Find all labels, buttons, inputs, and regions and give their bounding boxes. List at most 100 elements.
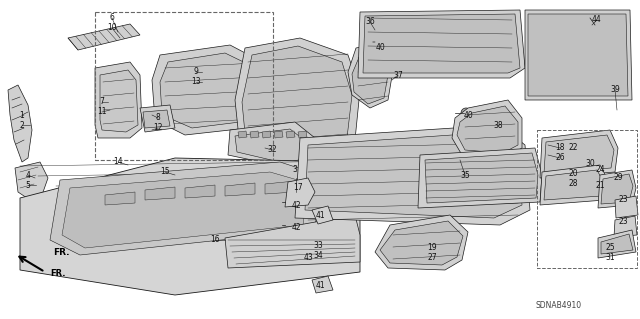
Text: 39: 39 bbox=[610, 85, 620, 94]
Text: 19: 19 bbox=[427, 243, 437, 253]
Polygon shape bbox=[95, 62, 142, 138]
Text: SDNAB4910: SDNAB4910 bbox=[535, 301, 581, 310]
Polygon shape bbox=[348, 42, 395, 108]
Polygon shape bbox=[528, 14, 628, 96]
Text: 3: 3 bbox=[292, 166, 298, 174]
Polygon shape bbox=[452, 100, 522, 158]
Text: 22: 22 bbox=[568, 144, 578, 152]
Text: 21: 21 bbox=[595, 181, 605, 189]
Polygon shape bbox=[295, 125, 530, 225]
Polygon shape bbox=[457, 106, 518, 153]
Text: 37: 37 bbox=[393, 70, 403, 79]
Circle shape bbox=[461, 108, 471, 118]
Circle shape bbox=[545, 50, 565, 70]
Polygon shape bbox=[152, 45, 272, 135]
Text: 4: 4 bbox=[26, 170, 31, 180]
Circle shape bbox=[593, 11, 601, 19]
Text: 6: 6 bbox=[109, 13, 115, 23]
Text: 18: 18 bbox=[556, 144, 564, 152]
Text: 27: 27 bbox=[427, 254, 437, 263]
Polygon shape bbox=[615, 196, 638, 218]
Text: 13: 13 bbox=[191, 78, 201, 86]
Circle shape bbox=[373, 37, 383, 47]
Text: 31: 31 bbox=[605, 254, 615, 263]
Text: 42: 42 bbox=[291, 201, 301, 210]
Polygon shape bbox=[525, 10, 632, 100]
Text: 14: 14 bbox=[113, 158, 123, 167]
Polygon shape bbox=[285, 178, 315, 207]
Text: 16: 16 bbox=[210, 235, 220, 244]
Bar bbox=[537, 130, 637, 268]
Polygon shape bbox=[235, 129, 308, 163]
Circle shape bbox=[285, 220, 295, 230]
Polygon shape bbox=[225, 215, 360, 268]
Polygon shape bbox=[20, 158, 360, 295]
Circle shape bbox=[414, 24, 426, 36]
Text: FR.: FR. bbox=[50, 270, 65, 278]
Polygon shape bbox=[250, 131, 259, 138]
Polygon shape bbox=[238, 131, 247, 138]
Text: 40: 40 bbox=[375, 43, 385, 53]
Text: 9: 9 bbox=[193, 68, 198, 77]
Circle shape bbox=[308, 239, 316, 247]
Polygon shape bbox=[358, 10, 525, 78]
Polygon shape bbox=[540, 130, 618, 178]
Text: 1: 1 bbox=[20, 110, 24, 120]
Polygon shape bbox=[143, 110, 170, 128]
Polygon shape bbox=[352, 50, 390, 104]
Text: 29: 29 bbox=[613, 174, 623, 182]
Text: FR.: FR. bbox=[53, 248, 70, 257]
Circle shape bbox=[285, 197, 295, 207]
Circle shape bbox=[570, 20, 590, 40]
Text: 10: 10 bbox=[107, 24, 117, 33]
Text: 11: 11 bbox=[97, 108, 107, 116]
Polygon shape bbox=[544, 135, 614, 173]
Text: 23: 23 bbox=[618, 218, 628, 226]
Circle shape bbox=[387, 27, 403, 43]
Text: 20: 20 bbox=[568, 168, 578, 177]
Text: 30: 30 bbox=[585, 159, 595, 167]
Polygon shape bbox=[145, 187, 175, 200]
Polygon shape bbox=[425, 153, 538, 203]
Polygon shape bbox=[418, 148, 542, 208]
Polygon shape bbox=[262, 131, 271, 138]
Text: 17: 17 bbox=[293, 183, 303, 192]
Circle shape bbox=[437, 24, 453, 40]
Polygon shape bbox=[242, 46, 352, 156]
Text: 7: 7 bbox=[100, 98, 104, 107]
Polygon shape bbox=[15, 162, 48, 200]
Circle shape bbox=[577, 57, 593, 73]
Text: 34: 34 bbox=[313, 250, 323, 259]
Text: 2: 2 bbox=[20, 121, 24, 130]
Circle shape bbox=[547, 27, 563, 43]
Polygon shape bbox=[274, 131, 283, 138]
Polygon shape bbox=[50, 162, 320, 255]
Polygon shape bbox=[105, 192, 135, 205]
Polygon shape bbox=[225, 183, 255, 196]
Text: 38: 38 bbox=[493, 121, 503, 130]
Polygon shape bbox=[312, 206, 333, 224]
Text: 40: 40 bbox=[463, 110, 473, 120]
Polygon shape bbox=[160, 53, 264, 128]
Text: 36: 36 bbox=[365, 18, 375, 26]
Polygon shape bbox=[228, 122, 315, 168]
Text: 28: 28 bbox=[568, 179, 578, 188]
Polygon shape bbox=[312, 276, 333, 293]
Text: 41: 41 bbox=[315, 280, 325, 290]
Polygon shape bbox=[62, 172, 308, 248]
Text: 41: 41 bbox=[315, 211, 325, 219]
Polygon shape bbox=[614, 216, 637, 237]
Text: 25: 25 bbox=[605, 243, 615, 253]
Text: 43: 43 bbox=[303, 254, 313, 263]
Polygon shape bbox=[363, 14, 520, 73]
Circle shape bbox=[465, 25, 485, 45]
Polygon shape bbox=[598, 230, 636, 258]
Circle shape bbox=[308, 249, 316, 257]
Polygon shape bbox=[544, 170, 604, 200]
Polygon shape bbox=[380, 221, 463, 265]
Polygon shape bbox=[540, 165, 608, 205]
Polygon shape bbox=[601, 174, 633, 204]
Text: 24: 24 bbox=[595, 166, 605, 174]
Text: 35: 35 bbox=[460, 170, 470, 180]
Text: 23: 23 bbox=[618, 196, 628, 204]
